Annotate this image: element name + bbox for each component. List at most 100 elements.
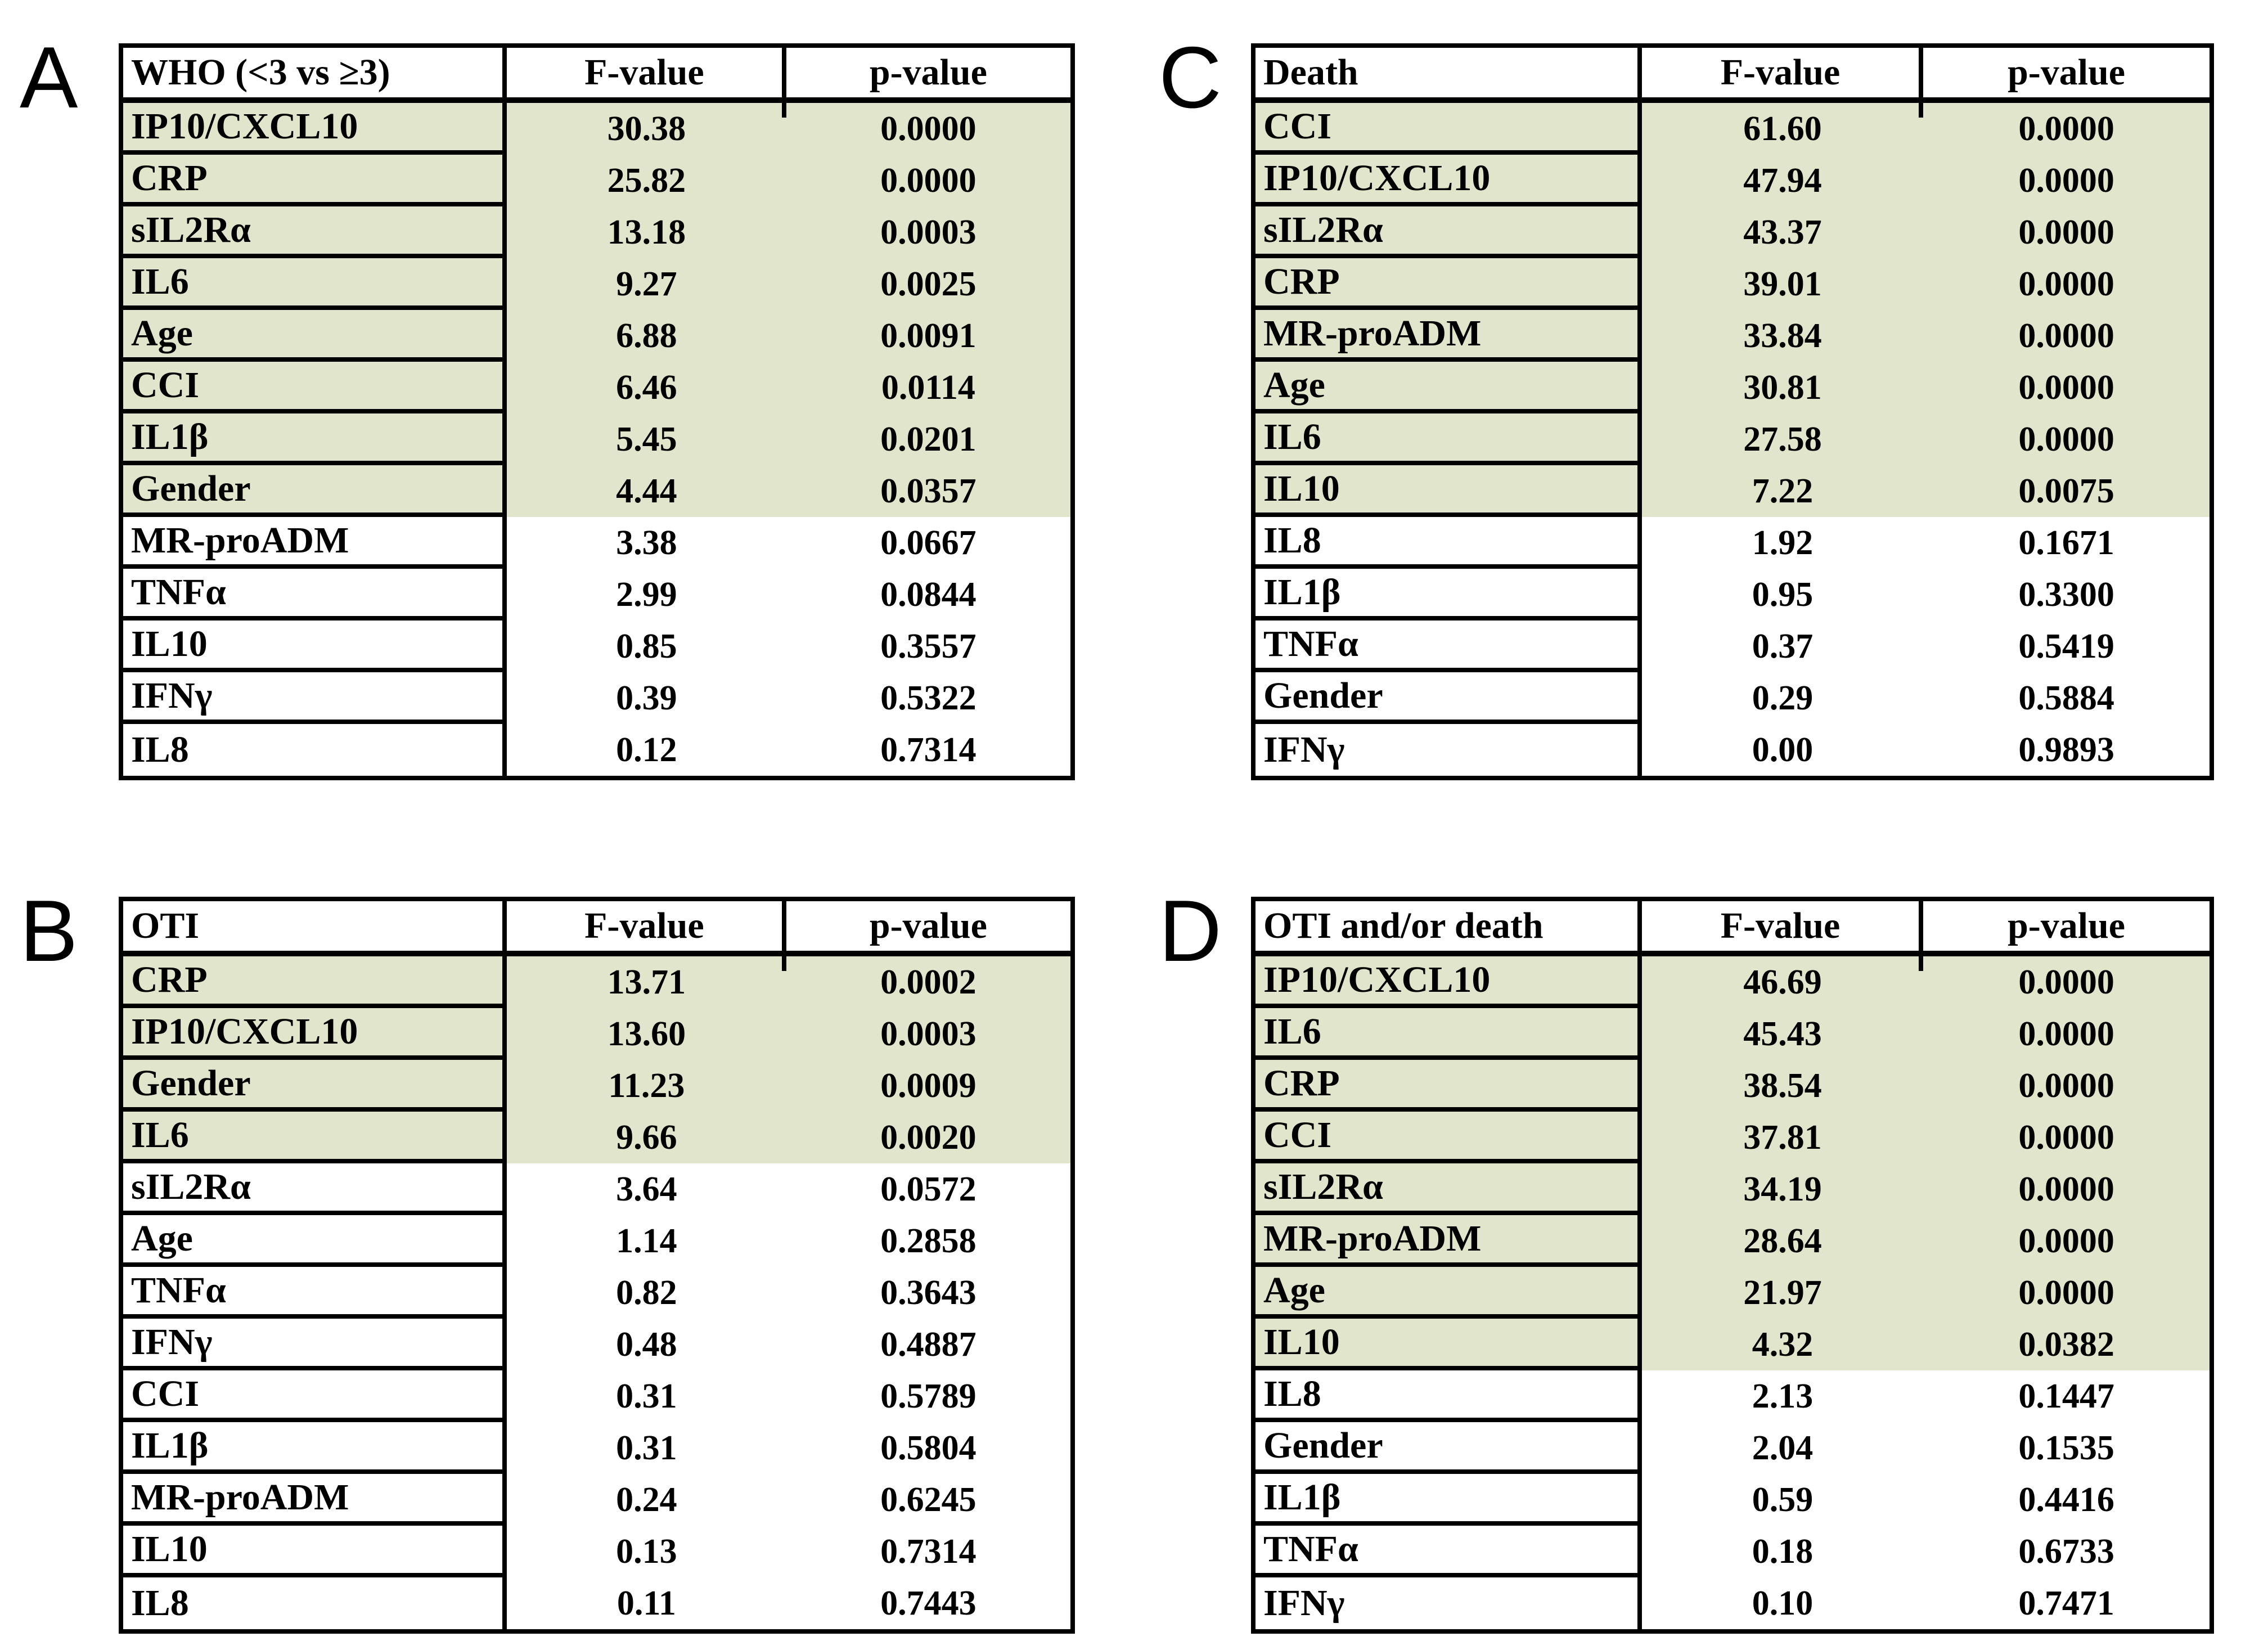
table-row: IL1β 0.95 0.3300	[1256, 569, 2210, 621]
table-row: IL6 45.43 0.0000	[1256, 1008, 2210, 1060]
f-value-cell: 21.97	[1743, 1274, 1822, 1312]
p-value-cell: 0.0091	[880, 317, 976, 355]
p-value-cell: 0.0000	[2018, 161, 2114, 200]
f-value-cell: 38.54	[1743, 1067, 1822, 1105]
table-row: Gender 4.44 0.0357	[123, 465, 1070, 517]
p-value-cell: 0.1671	[2018, 524, 2114, 562]
row-variable-label: TNFα	[123, 569, 507, 621]
row-variable-label: Gender	[123, 465, 507, 517]
row-variable-label: MR-proADM	[123, 517, 507, 569]
panel-letter-c: C	[1159, 29, 1222, 126]
p-value-column-header: p-value	[869, 52, 987, 93]
f-value-cell: 1.92	[1752, 524, 1814, 562]
table-title: Death	[1256, 48, 1642, 97]
row-variable-label: sIL2Rα	[1256, 1163, 1642, 1215]
row-variable-label: CCI	[123, 1370, 507, 1422]
row-variable-label: sIL2Rα	[1256, 206, 1642, 258]
f-value-cell: 0.29	[1752, 679, 1814, 717]
p-value-cell: 0.0003	[880, 1015, 976, 1053]
table-row: Age 30.81 0.0000	[1256, 362, 2210, 413]
table-row: IL6 9.27 0.0025	[123, 258, 1070, 310]
row-variable-label: IFNγ	[123, 1319, 507, 1370]
row-variable-label: IL6	[123, 1112, 507, 1163]
table-row: IL8 1.92 0.1671	[1256, 517, 2210, 569]
p-value-column-header: p-value	[2008, 52, 2126, 93]
row-variable-label: IL8	[123, 1577, 507, 1629]
anova-table-oti-death: OTI and/or death F-value p-value IP10/CX…	[1251, 897, 2214, 1634]
f-value-cell: 0.18	[1752, 1532, 1814, 1571]
row-variable-label: IL6	[123, 258, 507, 310]
f-value-cell: 30.81	[1743, 368, 1822, 407]
panel-letter-a: A	[20, 29, 78, 126]
table-row: IL1β 0.59 0.4416	[1256, 1474, 2210, 1526]
row-variable-label: Gender	[123, 1060, 507, 1112]
row-variable-label: IL8	[1256, 1370, 1642, 1422]
f-value-cell: 0.85	[616, 627, 677, 666]
row-variable-label: IP10/CXCL10	[1256, 956, 1642, 1008]
table-row: Gender 0.29 0.5884	[1256, 672, 2210, 724]
p-value-cell: 0.5322	[880, 679, 976, 717]
f-value-cell: 33.84	[1743, 317, 1822, 355]
table-row: TNFα 0.37 0.5419	[1256, 621, 2210, 672]
f-value-cell: 0.13	[616, 1532, 677, 1571]
row-variable-label: IL8	[1256, 517, 1642, 569]
table-title: OTI	[123, 901, 507, 951]
table-row: MR-proADM 3.38 0.0667	[123, 517, 1070, 569]
table-row: MR-proADM 33.84 0.0000	[1256, 310, 2210, 362]
f-value-cell: 3.64	[616, 1170, 677, 1208]
p-value-cell: 0.0382	[2018, 1325, 2114, 1364]
p-value-cell: 0.4416	[2018, 1481, 2114, 1519]
row-variable-label: Age	[1256, 362, 1642, 413]
row-variable-label: Gender	[1256, 1422, 1642, 1474]
f-value-cell: 34.19	[1743, 1170, 1822, 1208]
f-value-cell: 2.99	[616, 576, 677, 614]
p-value-cell: 0.5789	[880, 1377, 976, 1415]
f-value-cell: 9.66	[616, 1118, 677, 1157]
table-row: MR-proADM 28.64 0.0000	[1256, 1215, 2210, 1267]
row-variable-label: IP10/CXCL10	[1256, 155, 1642, 206]
f-value-cell: 7.22	[1752, 472, 1814, 510]
table-row: Age 21.97 0.0000	[1256, 1267, 2210, 1319]
p-value-cell: 0.0000	[2018, 1067, 2114, 1105]
row-variable-label: CCI	[1256, 103, 1642, 155]
f-value-cell: 30.38	[607, 110, 686, 148]
f-value-cell: 47.94	[1743, 161, 1822, 200]
p-value-cell: 0.7443	[880, 1584, 976, 1622]
table-row: IFNγ 0.00 0.9893	[1256, 724, 2210, 776]
row-variable-label: CRP	[1256, 258, 1642, 310]
table-row: sIL2Rα 3.64 0.0572	[123, 1163, 1070, 1215]
table-row: IP10/CXCL10 46.69 0.0000	[1256, 956, 2210, 1008]
row-variable-label: CCI	[123, 362, 507, 413]
f-value-cell: 43.37	[1743, 213, 1822, 251]
panel-letter-b: B	[20, 882, 78, 979]
table-body: CCI 61.60 0.0000 IP10/CXCL10 47.94 0.0000 sIL2…	[1256, 103, 2210, 776]
row-variable-label: Age	[123, 1215, 507, 1267]
p-value-cell: 0.3557	[880, 627, 976, 666]
p-value-cell: 0.0000	[2018, 420, 2114, 458]
panel-letter-d: D	[1159, 882, 1222, 979]
row-variable-label: IFNγ	[123, 672, 507, 724]
row-variable-label: CRP	[123, 155, 507, 206]
p-value-cell: 0.7471	[2018, 1584, 2114, 1622]
row-variable-label: sIL2Rα	[123, 206, 507, 258]
table-row: IL10 7.22 0.0075	[1256, 465, 2210, 517]
row-variable-label: IL10	[123, 1526, 507, 1577]
table-row: IL8 2.13 0.1447	[1256, 1370, 2210, 1422]
f-value-cell: 3.38	[616, 524, 677, 562]
f-value-cell: 28.64	[1743, 1222, 1822, 1260]
table-body: CRP 13.71 0.0002 IP10/CXCL10 13.60 0.0003 Gend…	[123, 956, 1070, 1629]
p-value-column-header: p-value	[869, 905, 987, 946]
f-value-cell: 9.27	[616, 265, 677, 303]
table-row: CRP 38.54 0.0000	[1256, 1060, 2210, 1112]
table-row: IL10 0.13 0.7314	[123, 1526, 1070, 1577]
f-value-cell: 0.82	[616, 1274, 677, 1312]
table-row: CRP 39.01 0.0000	[1256, 258, 2210, 310]
f-value-cell: 25.82	[607, 161, 686, 200]
table-row: IFNγ 0.10 0.7471	[1256, 1577, 2210, 1629]
p-value-cell: 0.0844	[880, 576, 976, 614]
p-value-column-header: p-value	[2008, 905, 2126, 946]
table-row: sIL2Rα 13.18 0.0003	[123, 206, 1070, 258]
p-value-cell: 0.0000	[2018, 213, 2114, 251]
f-value-cell: 2.04	[1752, 1429, 1814, 1467]
table-row: TNFα 0.82 0.3643	[123, 1267, 1070, 1319]
